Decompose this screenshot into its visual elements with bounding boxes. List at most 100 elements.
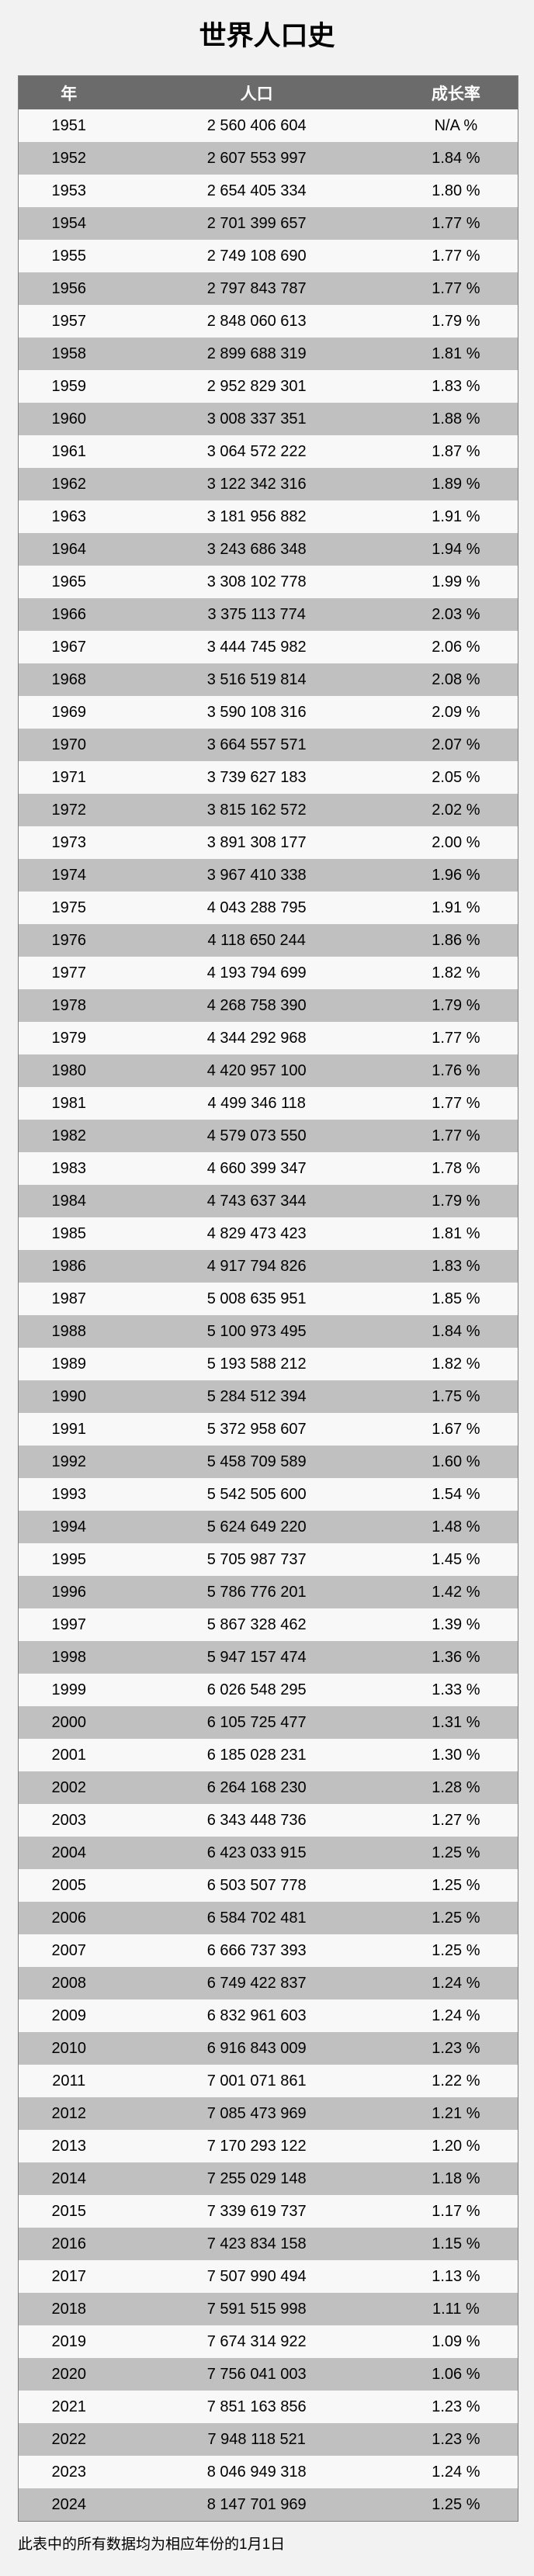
growth-rate-cell: 1.84 % — [432, 1322, 480, 1340]
growth-rate-cell: 1.54 % — [432, 1485, 480, 1503]
population-cell: 5 867 328 462 — [206, 1615, 307, 1633]
population-cell: 4 829 473 423 — [206, 1224, 307, 1242]
year-cell: 1968 — [51, 670, 87, 688]
population-cell: 3 243 686 348 — [206, 540, 307, 558]
table-row: 2006 6 584 702 481 1.25 % — [18, 1902, 518, 1934]
growth-rate-cell: 1.13 % — [432, 2267, 480, 2285]
year-cell: 1978 — [51, 996, 87, 1014]
year-cell: 1985 — [51, 1224, 87, 1242]
population-cell: 5 947 157 474 — [206, 1648, 307, 1666]
population-cell: 3 122 342 316 — [206, 475, 307, 493]
population-cell: 2 952 829 301 — [206, 377, 307, 395]
table-row: 2003 6 343 448 736 1.27 % — [18, 1804, 518, 1837]
population-cell: 2 899 688 319 — [206, 345, 307, 362]
population-cell: 7 507 990 494 — [206, 2267, 307, 2285]
table-row: 2004 6 423 033 915 1.25 % — [18, 1837, 518, 1869]
table-row: 2024 8 147 701 969 1.25 % — [18, 2488, 518, 2522]
footnote-text: 此表中的所有数据均为相应年份的1月1日 — [18, 2536, 286, 2553]
table-row: 2013 7 170 293 122 1.20 % — [18, 2130, 518, 2162]
population-cell: 6 503 507 778 — [206, 1876, 307, 1894]
year-cell: 2007 — [51, 1941, 87, 1959]
year-cell: 2019 — [51, 2332, 87, 2350]
table-row: 1998 5 947 157 474 1.36 % — [18, 1641, 518, 1674]
population-cell: 5 705 987 737 — [206, 1550, 307, 1568]
table-row: 1960 3 008 337 351 1.88 % — [18, 403, 518, 435]
population-cell: 3 891 308 177 — [206, 833, 307, 851]
table-row: 1957 2 848 060 613 1.79 % — [18, 305, 518, 338]
population-cell: 5 372 958 607 — [206, 1420, 307, 1438]
year-cell: 2020 — [51, 2365, 87, 2383]
growth-rate-cell: 1.23 % — [432, 2039, 480, 2057]
population-cell: 8 046 949 318 — [206, 2463, 307, 2481]
table-row: 1983 4 660 399 347 1.78 % — [18, 1152, 518, 1185]
table-row: 1966 3 375 113 774 2.03 % — [18, 598, 518, 631]
table-row: 1974 3 967 410 338 1.96 % — [18, 859, 518, 892]
year-cell: 1980 — [51, 1061, 87, 1079]
population-cell: 2 560 406 604 — [206, 116, 307, 134]
growth-rate-cell: N/A % — [434, 116, 478, 134]
year-cell: 1977 — [51, 964, 87, 982]
table-row: 2005 6 503 507 778 1.25 % — [18, 1869, 518, 1902]
year-cell: 1988 — [51, 1322, 87, 1340]
year-cell: 2012 — [51, 2104, 87, 2122]
growth-rate-cell: 2.05 % — [432, 768, 480, 786]
year-cell: 1966 — [51, 605, 87, 623]
table-row: 1995 5 705 987 737 1.45 % — [18, 1543, 518, 1576]
table-row: 1977 4 193 794 699 1.82 % — [18, 957, 518, 989]
year-cell: 2004 — [51, 1844, 87, 1861]
year-cell: 1990 — [51, 1387, 87, 1405]
year-cell: 2024 — [51, 2495, 87, 2513]
growth-rate-cell: 1.83 % — [432, 377, 480, 395]
growth-rate-cell: 1.67 % — [432, 1420, 480, 1438]
year-cell: 1991 — [51, 1420, 87, 1438]
year-cell: 1979 — [51, 1029, 87, 1047]
year-cell: 2013 — [51, 2137, 87, 2155]
population-cell: 4 344 292 968 — [206, 1029, 307, 1047]
population-cell: 4 118 650 244 — [207, 931, 306, 949]
year-cell: 2022 — [51, 2430, 87, 2448]
table-row: 1962 3 122 342 316 1.89 % — [18, 468, 518, 500]
year-cell: 2017 — [51, 2267, 87, 2285]
year-cell: 1997 — [51, 1615, 87, 1633]
growth-rate-cell: 1.48 % — [432, 1518, 480, 1536]
table-row: 2019 7 674 314 922 1.09 % — [18, 2325, 518, 2358]
table-row: 1952 2 607 553 997 1.84 % — [18, 142, 518, 175]
table-row: 1988 5 100 973 495 1.84 % — [18, 1315, 518, 1348]
year-cell: 1972 — [51, 801, 87, 819]
year-cell: 1957 — [51, 312, 87, 330]
year-cell: 2009 — [51, 2006, 87, 2024]
growth-rate-cell: 1.24 % — [432, 2463, 480, 2481]
growth-rate-cell: 1.79 % — [432, 996, 480, 1014]
year-cell: 1962 — [51, 475, 87, 493]
year-cell: 1967 — [51, 638, 87, 656]
table-row: 2002 6 264 168 230 1.28 % — [18, 1771, 518, 1804]
population-cell: 5 458 709 589 — [206, 1452, 307, 1470]
table-row: 1971 3 739 627 183 2.05 % — [18, 761, 518, 794]
population-cell: 2 797 843 787 — [206, 279, 307, 297]
col-header-year: 年 — [18, 75, 120, 109]
growth-rate-cell: 1.89 % — [432, 475, 480, 493]
population-cell: 6 584 702 481 — [206, 1909, 307, 1927]
growth-rate-cell: 1.85 % — [432, 1290, 480, 1307]
year-cell: 2000 — [51, 1713, 87, 1731]
table-row: 1956 2 797 843 787 1.77 % — [18, 272, 518, 305]
population-cell: 2 749 108 690 — [206, 247, 307, 265]
growth-rate-cell: 1.17 % — [432, 2202, 480, 2220]
population-cell: 7 085 473 969 — [206, 2104, 307, 2122]
table-row: 1982 4 579 073 550 1.77 % — [18, 1120, 518, 1152]
table-row: 1984 4 743 637 344 1.79 % — [18, 1185, 518, 1217]
table-row: 1997 5 867 328 462 1.39 % — [18, 1608, 518, 1641]
population-cell: 7 851 163 856 — [206, 2398, 307, 2415]
year-cell: 1998 — [51, 1648, 87, 1666]
table-row: 1987 5 008 635 951 1.85 % — [18, 1283, 518, 1315]
growth-rate-cell: 1.84 % — [432, 149, 480, 167]
table-body: 1951 2 560 406 604 N/A % 1952 2 607 553 997 1… — [18, 109, 518, 2522]
year-cell: 1976 — [51, 931, 87, 949]
year-cell: 1953 — [51, 182, 87, 199]
population-cell: 3 590 108 316 — [206, 703, 307, 721]
year-cell: 1992 — [51, 1452, 87, 1470]
table-row: 2007 6 666 737 393 1.25 % — [18, 1934, 518, 1967]
year-cell: 1987 — [51, 1290, 87, 1307]
population-cell: 4 268 758 390 — [206, 996, 307, 1014]
year-cell: 1999 — [51, 1681, 87, 1698]
